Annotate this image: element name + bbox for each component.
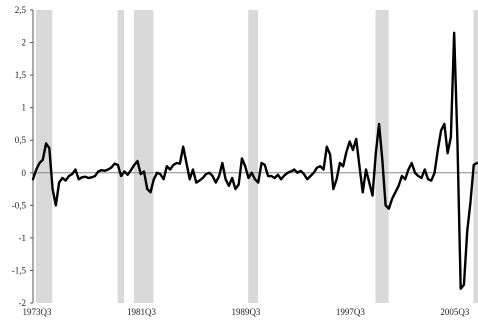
- x-tick-label: 1973Q3: [23, 307, 52, 317]
- y-tick-label: -1: [19, 233, 27, 243]
- y-tick-label: 2: [22, 38, 27, 48]
- recession-bands: [36, 10, 478, 303]
- y-tick-label: 2,5: [15, 5, 27, 15]
- x-tick-label: 1997Q3: [336, 307, 365, 317]
- shaded-band: [134, 10, 154, 303]
- y-tick-label: 0: [22, 168, 27, 178]
- y-tick-label: -1,5: [12, 265, 27, 275]
- y-tick-label: 1,5: [15, 70, 27, 80]
- y-tick-label: 0,5: [15, 135, 27, 145]
- y-tick-label: -0,5: [12, 200, 27, 210]
- x-tick-label: 1981Q3: [127, 307, 156, 317]
- shaded-band: [118, 10, 125, 303]
- x-tick-label: 2005Q3: [440, 307, 469, 317]
- y-tick-label: 1: [22, 103, 27, 113]
- shaded-band: [248, 10, 258, 303]
- shaded-band: [474, 10, 478, 303]
- x-tick-label: 1989Q3: [231, 307, 260, 317]
